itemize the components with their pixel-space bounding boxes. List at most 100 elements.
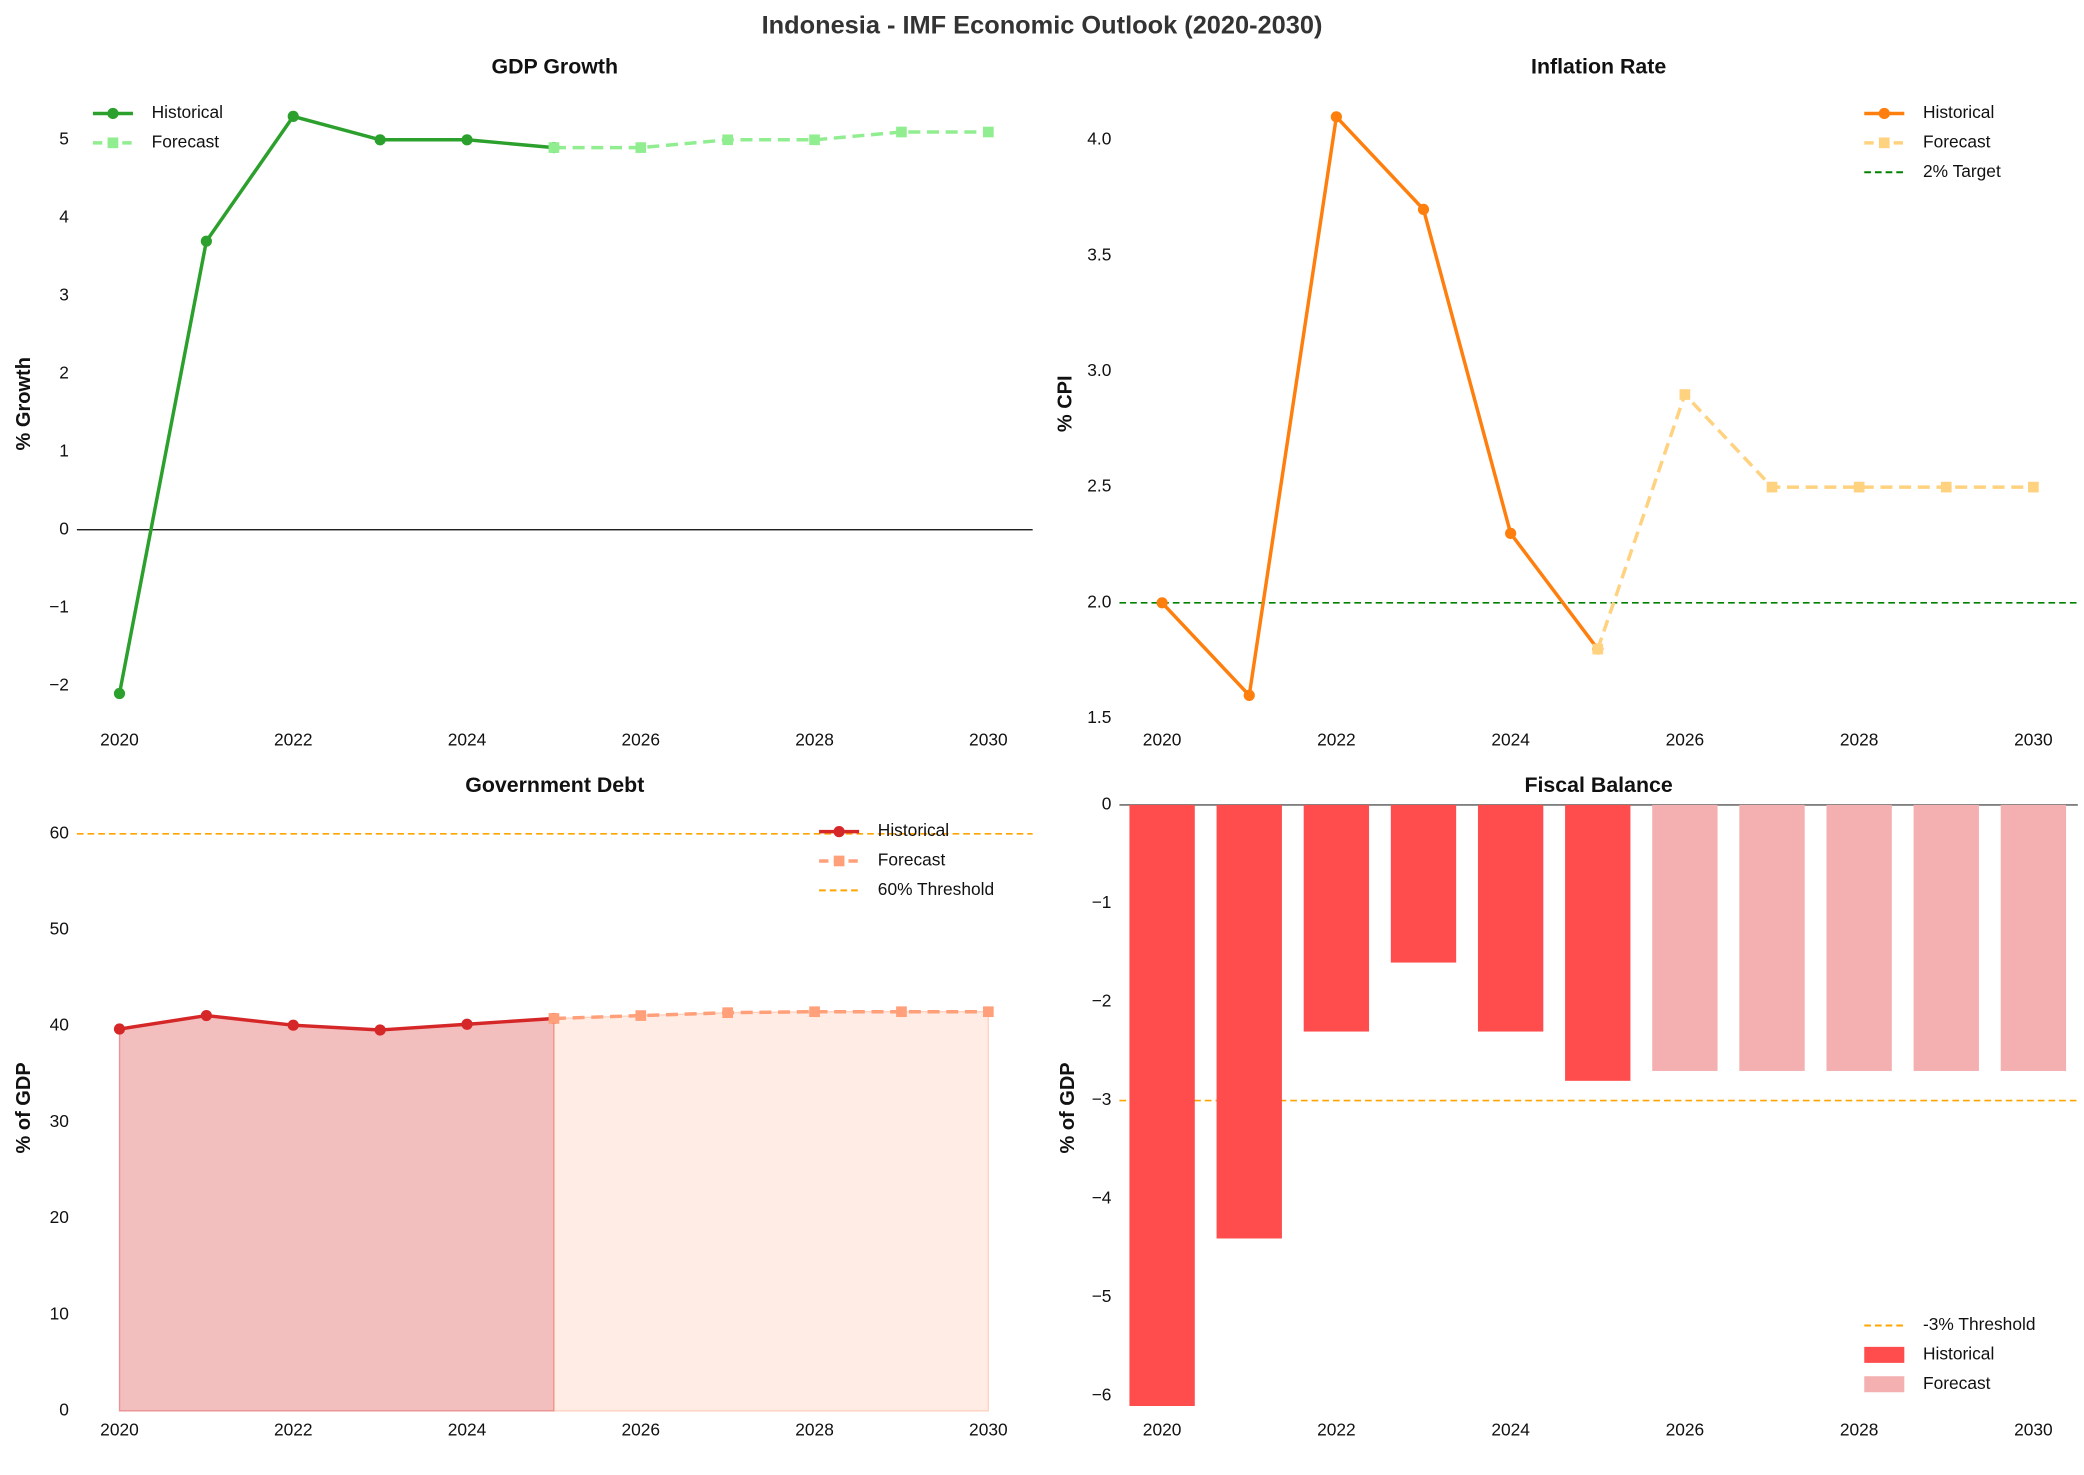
y-tick-label: −4 — [1092, 1188, 1112, 1208]
marker — [983, 1006, 994, 1018]
y-tick-label: −1 — [1092, 892, 1112, 912]
marker — [1679, 389, 1691, 400]
y-tick-label: −2 — [49, 674, 69, 694]
bar — [2000, 804, 2067, 1071]
y-tick-label: 3.0 — [1087, 360, 1111, 380]
bar — [1826, 804, 1892, 1071]
bar — [1913, 804, 1979, 1071]
marker — [1853, 481, 1865, 493]
x-tick-label: 2030 — [2014, 729, 2053, 749]
legend: Historical Forecast 60% Threshold — [819, 820, 994, 899]
marker — [200, 1009, 212, 1022]
marker — [1592, 643, 1604, 655]
y-tick-label: 4 — [59, 206, 69, 226]
marker — [461, 1018, 473, 1030]
legend: Historical Forecast — [92, 102, 223, 151]
x-tick-label: 2028 — [1840, 729, 1879, 749]
x-tick-label: 2026 — [622, 1420, 661, 1440]
x-tick-label: 2020 — [1143, 1420, 1182, 1440]
y-axis-label: % Growth — [13, 357, 35, 450]
legend-label: Forecast — [1923, 131, 1991, 151]
marker — [983, 126, 994, 138]
bar — [1652, 804, 1718, 1071]
marker — [374, 1024, 386, 1036]
x-tick-label: 2026 — [622, 729, 661, 749]
bar — [1565, 804, 1631, 1081]
legend-marker — [1878, 137, 1890, 149]
x-tick-label: 2024 — [1491, 729, 1530, 749]
x-tick-label: 2030 — [969, 1420, 1008, 1440]
panel-title: Government Debt — [465, 773, 644, 797]
y-tick-label: 1.5 — [1087, 707, 1111, 727]
y-tick-label: 5 — [59, 128, 69, 148]
x-tick-label: 2020 — [1143, 729, 1182, 749]
bar — [1739, 804, 1805, 1071]
bar — [1303, 804, 1370, 1032]
marker — [374, 134, 386, 146]
legend-label: 2% Target — [1923, 161, 2001, 181]
legend-swatch — [1864, 1376, 1905, 1393]
x-tick-label: 2024 — [1491, 1420, 1530, 1440]
y-tick-label: 60 — [50, 822, 69, 842]
y-tick-label: −5 — [1092, 1286, 1112, 1306]
marker — [896, 1006, 907, 1018]
line — [553, 130, 989, 150]
marker — [1417, 203, 1430, 216]
y-tick-label: −3 — [1092, 1089, 1112, 1109]
legend-marker — [833, 826, 845, 838]
line — [1596, 391, 2034, 650]
x-tick-label: 2024 — [448, 729, 487, 749]
panel-title: Inflation Rate — [1531, 55, 1666, 79]
legend-label: -3% Threshold — [1923, 1314, 2035, 1334]
legend-swatch — [1864, 1346, 1905, 1363]
y-tick-label: 2.5 — [1087, 476, 1111, 496]
marker — [287, 110, 299, 123]
y-axis-label: % of GDP — [1057, 1062, 1079, 1153]
legend-label: Forecast — [1923, 1373, 1991, 1393]
bar — [1390, 804, 1457, 963]
legend-label: Forecast — [878, 850, 946, 870]
marker — [1505, 527, 1517, 539]
legend-label: Forecast — [152, 131, 220, 151]
bar — [1216, 804, 1282, 1239]
marker — [287, 1019, 299, 1031]
x-tick-label: 2024 — [448, 1420, 487, 1440]
marker — [200, 235, 212, 247]
y-tick-label: 2 — [59, 362, 69, 382]
marker — [113, 687, 126, 700]
figure-title: Indonesia - IMF Economic Outlook (2020-2… — [762, 11, 1323, 39]
marker — [548, 1013, 560, 1024]
x-tick-label: 2026 — [1666, 729, 1705, 749]
x-tick-label: 2022 — [1317, 1420, 1356, 1440]
y-tick-label: 50 — [50, 919, 69, 939]
line — [553, 1009, 989, 1021]
marker — [2028, 481, 2039, 493]
y-tick-label: 3.5 — [1087, 244, 1111, 264]
marker — [722, 1007, 734, 1019]
marker — [113, 1023, 126, 1035]
marker — [809, 134, 820, 146]
y-tick-label: 2.0 — [1087, 591, 1111, 611]
marker — [1330, 111, 1342, 123]
marker — [1940, 481, 1952, 493]
x-tick-label: 2028 — [795, 729, 834, 749]
legend-label: 60% Threshold — [878, 879, 994, 899]
legend-marker — [833, 855, 845, 867]
marker — [1156, 597, 1168, 609]
legend-marker — [107, 137, 119, 149]
marker — [461, 134, 473, 146]
x-tick-label: 2026 — [1666, 1420, 1705, 1440]
line — [117, 114, 555, 694]
area-fill — [118, 1014, 555, 1412]
y-tick-label: 40 — [50, 1015, 69, 1035]
y-tick-label: 0 — [59, 518, 69, 538]
x-tick-label: 2030 — [969, 729, 1008, 749]
y-tick-label: 10 — [50, 1303, 69, 1323]
bar — [1129, 804, 1195, 1407]
y-tick-label: −1 — [49, 596, 69, 616]
legend-marker — [1878, 107, 1890, 120]
legend-label: Historical — [878, 820, 949, 840]
y-tick-label: 4.0 — [1087, 129, 1111, 149]
legend-label: Historical — [152, 102, 223, 122]
marker — [1243, 689, 1255, 701]
